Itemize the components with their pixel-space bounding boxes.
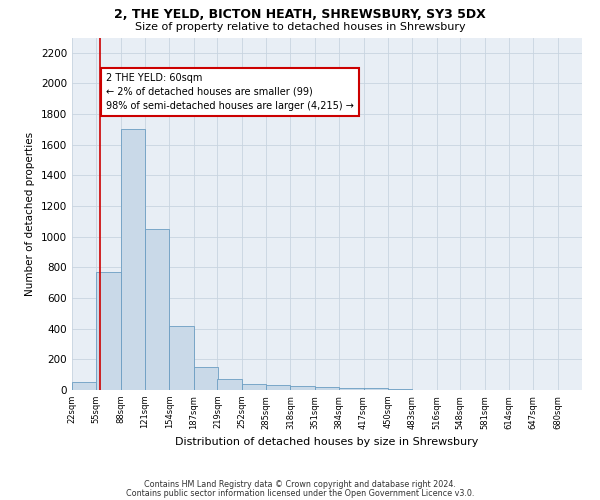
Text: 2 THE YELD: 60sqm
← 2% of detached houses are smaller (99)
98% of semi-detached : 2 THE YELD: 60sqm ← 2% of detached house…	[106, 72, 354, 111]
Bar	[315, 387, 339, 390]
Bar	[242, 384, 266, 390]
Text: Contains public sector information licensed under the Open Government Licence v3: Contains public sector information licen…	[126, 488, 474, 498]
Bar	[290, 386, 315, 390]
Bar	[388, 389, 412, 390]
Bar	[121, 130, 145, 390]
Y-axis label: Number of detached properties: Number of detached properties	[25, 132, 35, 296]
Bar	[145, 229, 169, 390]
Bar	[364, 388, 388, 390]
Text: Contains HM Land Registry data © Crown copyright and database right 2024.: Contains HM Land Registry data © Crown c…	[144, 480, 456, 489]
Bar	[194, 367, 218, 390]
X-axis label: Distribution of detached houses by size in Shrewsbury: Distribution of detached houses by size …	[175, 437, 479, 447]
Bar	[217, 378, 242, 390]
Text: 2, THE YELD, BICTON HEATH, SHREWSBURY, SY3 5DX: 2, THE YELD, BICTON HEATH, SHREWSBURY, S…	[114, 8, 486, 20]
Bar	[97, 272, 121, 390]
Bar	[339, 388, 364, 390]
Text: Size of property relative to detached houses in Shrewsbury: Size of property relative to detached ho…	[134, 22, 466, 32]
Bar	[72, 382, 97, 390]
Bar	[169, 326, 194, 390]
Bar	[266, 384, 290, 390]
